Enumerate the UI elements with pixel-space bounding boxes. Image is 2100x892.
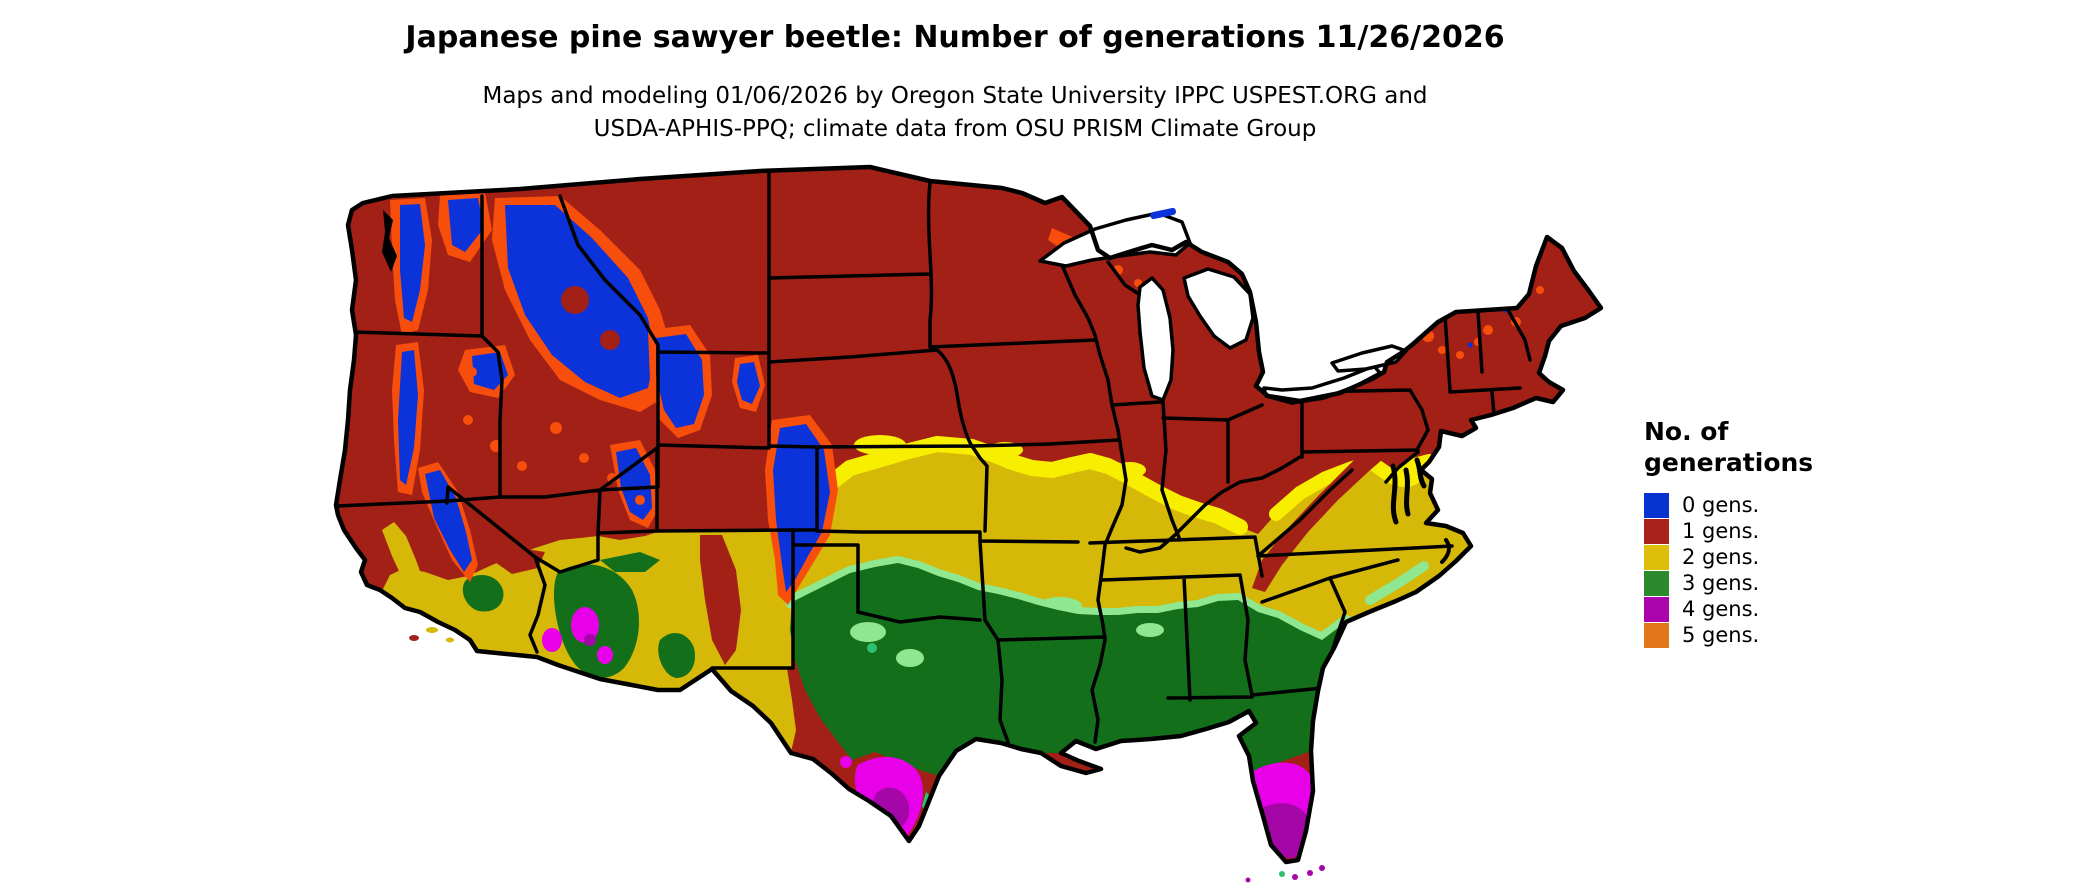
- legend-title: No. of generations: [1644, 416, 1813, 478]
- legend-swatch-1gens: [1644, 518, 1669, 544]
- legend-title-line-2: generations: [1644, 448, 1814, 477]
- legend-label-5gens: 5 gens.: [1682, 623, 1760, 647]
- state-borders: [336, 168, 1532, 744]
- legend-swatch-5gens: [1644, 622, 1669, 648]
- legend-title-line-1: No. of: [1644, 417, 1729, 446]
- figure-subtitle: Maps and modeling 01/06/2026 by Oregon S…: [0, 80, 1910, 146]
- legend-items: 0 gens. 1 gens. 2 gens. 3 gens. 4 gens. …: [1644, 492, 1813, 648]
- lake-michigan: [1136, 276, 1175, 402]
- legend-row: 2 gens.: [1644, 544, 1813, 570]
- subtitle-line-1: Maps and modeling 01/06/2026 by Oregon S…: [482, 83, 1428, 109]
- legend-label-3gens: 3 gens.: [1682, 571, 1760, 595]
- legend-label-1gens: 1 gens.: [1682, 519, 1760, 543]
- legend-label-4gens: 4 gens.: [1682, 597, 1760, 621]
- legend-row: 4 gens.: [1644, 596, 1813, 622]
- subtitle-line-2: USDA-APHIS-PPQ; climate data from OSU PR…: [593, 116, 1317, 142]
- legend-row: 1 gens.: [1644, 518, 1813, 544]
- us-outline: [333, 164, 1604, 865]
- legend-label-2gens: 2 gens.: [1682, 545, 1760, 569]
- legend-swatch-0gens: [1644, 492, 1669, 518]
- legend-swatch-3gens: [1644, 570, 1669, 596]
- offshore-details: [409, 207, 1325, 883]
- great-lakes: [1038, 211, 1408, 405]
- legend-swatch-4gens: [1644, 596, 1669, 622]
- lake-huron: [1182, 267, 1255, 350]
- legend-swatch-2gens: [1644, 544, 1669, 570]
- legend-row: 5 gens.: [1644, 622, 1813, 648]
- legend: No. of generations 0 gens. 1 gens. 2 gen…: [1644, 416, 1813, 648]
- map-region-appalachian-red: [1252, 432, 1398, 592]
- figure-header: Japanese pine sawyer beetle: Number of g…: [0, 20, 1910, 146]
- page-title: Japanese pine sawyer beetle: Number of g…: [405, 20, 1505, 55]
- legend-row: 3 gens.: [1644, 570, 1813, 596]
- map-region-nm-red-strip: [700, 535, 741, 665]
- legend-label-0gens: 0 gens.: [1682, 493, 1760, 517]
- lake-ontario: [1330, 344, 1408, 373]
- map-region-0gen-blue-mountains: [390, 192, 838, 605]
- legend-row: 0 gens.: [1644, 492, 1813, 518]
